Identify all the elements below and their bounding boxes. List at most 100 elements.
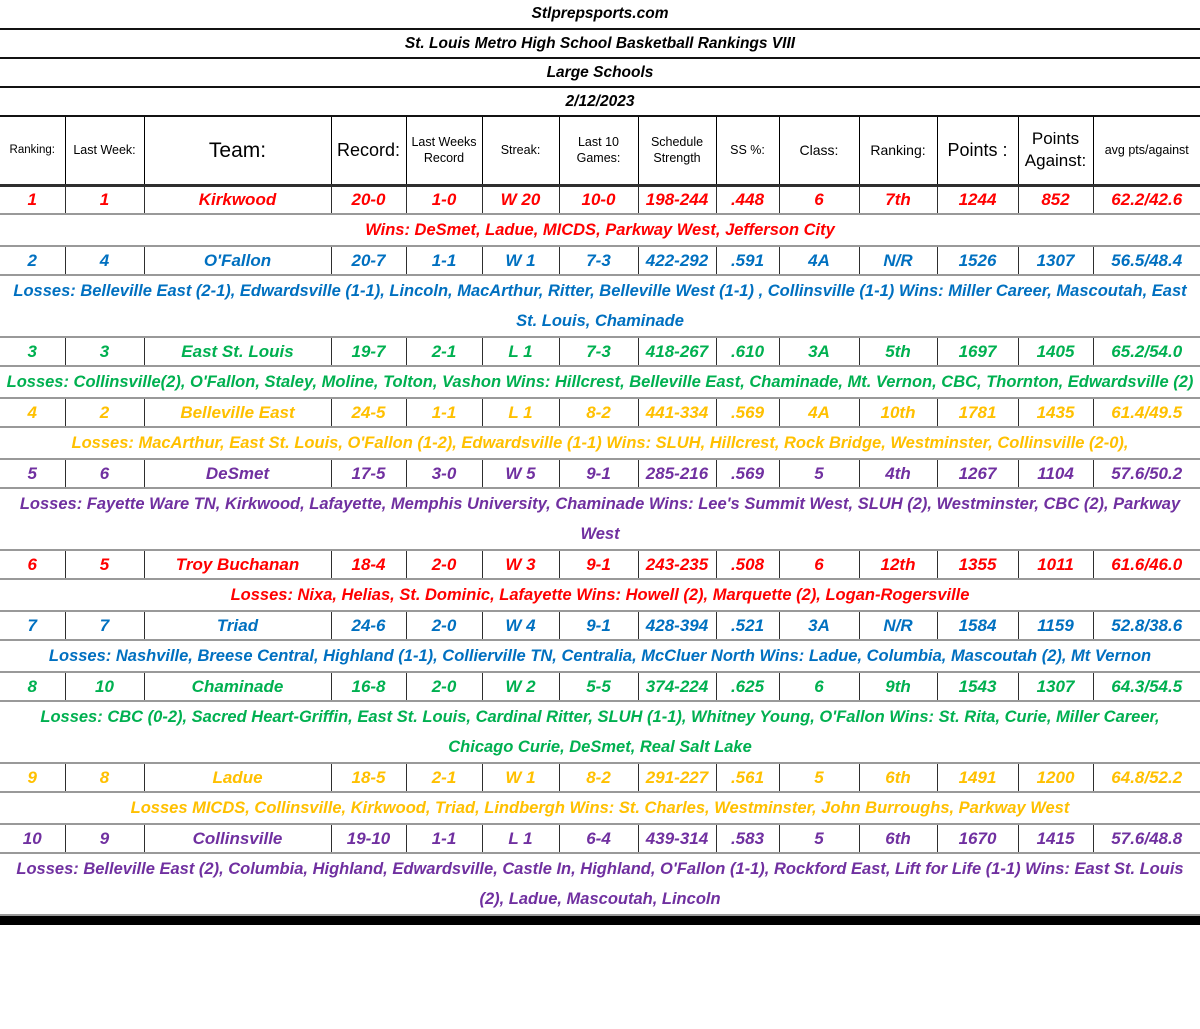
team-state-ranking-cell: 6th xyxy=(858,823,938,854)
team-last-week-cell: 7 xyxy=(64,610,145,641)
team-record-cell: 17-5 xyxy=(330,458,407,489)
page-title: St. Louis Metro High School Basketball R… xyxy=(0,29,1200,59)
team-state-ranking-cell: 4th xyxy=(858,458,938,489)
col-header-last-weeks-record: Last Weeks Record xyxy=(405,116,483,187)
team-rank-cell: 1 xyxy=(0,184,66,215)
team-note: Losses: Nashville, Breese Central, Highl… xyxy=(0,639,1200,673)
team-avg-cell: 56.5/48.4 xyxy=(1092,245,1200,276)
team-class-cell: 6 xyxy=(778,671,860,702)
team-avg-cell: 57.6/48.8 xyxy=(1092,823,1200,854)
team-points-against-cell: 1405 xyxy=(1017,336,1094,367)
team-streak-cell: L 1 xyxy=(481,823,560,854)
team-last-weeks-record-cell: 1-1 xyxy=(405,245,483,276)
col-header-ss-pct: SS %: xyxy=(715,116,780,187)
team-row: 3 3 East St. Louis 19-7 2-1 L 1 7-3 418-… xyxy=(0,336,1200,367)
team-record-cell: 19-7 xyxy=(330,336,407,367)
col-header-schedule-strength: Schedule Strength xyxy=(637,116,717,187)
team-avg-cell: 65.2/54.0 xyxy=(1092,336,1200,367)
team-name-cell: Chaminade xyxy=(143,671,332,702)
team-ss-pct-cell: .610 xyxy=(715,336,780,367)
team-state-ranking-cell: 10th xyxy=(858,397,938,428)
col-header-points-against: Points Against: xyxy=(1017,116,1094,187)
team-avg-cell: 61.4/49.5 xyxy=(1092,397,1200,428)
team-last-10-cell: 8-2 xyxy=(558,397,639,428)
team-avg-cell: 64.3/54.5 xyxy=(1092,671,1200,702)
column-header-row: Ranking: Last Week: Team: Record: Last W… xyxy=(0,116,1200,187)
team-rank-cell: 5 xyxy=(0,458,66,489)
team-ss-pct-cell: .625 xyxy=(715,671,780,702)
team-rank-cell: 4 xyxy=(0,397,66,428)
team-schedule-strength-cell: 374-224 xyxy=(637,671,717,702)
team-rank-cell: 3 xyxy=(0,336,66,367)
team-rank-cell: 6 xyxy=(0,549,66,580)
team-last-week-cell: 5 xyxy=(64,549,145,580)
team-name-cell: Belleville East xyxy=(143,397,332,428)
team-schedule-strength-cell: 418-267 xyxy=(637,336,717,367)
section-title: Large Schools xyxy=(0,58,1200,88)
team-last-week-cell: 8 xyxy=(64,762,145,793)
team-record-cell: 20-0 xyxy=(330,184,407,215)
team-rank-cell: 9 xyxy=(0,762,66,793)
team-points-cell: 1670 xyxy=(936,823,1019,854)
team-class-cell: 3A xyxy=(778,336,860,367)
team-last-weeks-record-cell: 3-0 xyxy=(405,458,483,489)
team-record-cell: 18-5 xyxy=(330,762,407,793)
team-class-cell: 3A xyxy=(778,610,860,641)
team-streak-cell: W 3 xyxy=(481,549,560,580)
team-last-week-cell: 2 xyxy=(64,397,145,428)
team-streak-cell: W 1 xyxy=(481,762,560,793)
team-streak-cell: W 1 xyxy=(481,245,560,276)
team-points-cell: 1267 xyxy=(936,458,1019,489)
team-points-cell: 1543 xyxy=(936,671,1019,702)
page-title-row: St. Louis Metro High School Basketball R… xyxy=(0,29,1200,59)
team-points-against-cell: 1104 xyxy=(1017,458,1094,489)
team-row: 1 1 Kirkwood 20-0 1-0 W 20 10-0 198-244 … xyxy=(0,184,1200,215)
team-last-weeks-record-cell: 1-1 xyxy=(405,397,483,428)
team-avg-cell: 52.8/38.6 xyxy=(1092,610,1200,641)
team-note-row: Losses: CBC (0-2), Sacred Heart-Griffin,… xyxy=(0,700,1200,764)
team-last-10-cell: 7-3 xyxy=(558,336,639,367)
team-name-cell: DeSmet xyxy=(143,458,332,489)
team-schedule-strength-cell: 243-235 xyxy=(637,549,717,580)
team-note-row: Losses MICDS, Collinsville, Kirkwood, Tr… xyxy=(0,791,1200,825)
team-ss-pct-cell: .569 xyxy=(715,397,780,428)
team-last-10-cell: 9-1 xyxy=(558,610,639,641)
team-record-cell: 16-8 xyxy=(330,671,407,702)
team-ss-pct-cell: .591 xyxy=(715,245,780,276)
team-name-cell: Ladue xyxy=(143,762,332,793)
team-note: Losses: Nixa, Helias, St. Dominic, Lafay… xyxy=(0,578,1200,612)
team-schedule-strength-cell: 439-314 xyxy=(637,823,717,854)
site-title: Stlprepsports.com xyxy=(0,0,1200,30)
team-last-weeks-record-cell: 2-0 xyxy=(405,610,483,641)
date-title: 2/12/2023 xyxy=(0,87,1200,117)
team-name-cell: Troy Buchanan xyxy=(143,549,332,580)
team-class-cell: 4A xyxy=(778,397,860,428)
team-streak-cell: L 1 xyxy=(481,397,560,428)
team-state-ranking-cell: 7th xyxy=(858,184,938,215)
team-streak-cell: W 20 xyxy=(481,184,560,215)
team-state-ranking-cell: N/R xyxy=(858,245,938,276)
team-schedule-strength-cell: 198-244 xyxy=(637,184,717,215)
team-note-row: Losses: Collinsville(2), O'Fallon, Stale… xyxy=(0,365,1200,399)
team-last-10-cell: 8-2 xyxy=(558,762,639,793)
team-last-weeks-record-cell: 2-1 xyxy=(405,336,483,367)
team-ss-pct-cell: .583 xyxy=(715,823,780,854)
team-state-ranking-cell: N/R xyxy=(858,610,938,641)
team-last-week-cell: 6 xyxy=(64,458,145,489)
team-record-cell: 18-4 xyxy=(330,549,407,580)
team-ss-pct-cell: .508 xyxy=(715,549,780,580)
col-header-record: Record: xyxy=(330,116,407,187)
team-streak-cell: L 1 xyxy=(481,336,560,367)
team-rank-cell: 2 xyxy=(0,245,66,276)
team-points-against-cell: 852 xyxy=(1017,184,1094,215)
rankings-table: Stlprepsports.com St. Louis Metro High S… xyxy=(0,0,1200,916)
col-header-team: Team: xyxy=(143,116,332,187)
team-schedule-strength-cell: 422-292 xyxy=(637,245,717,276)
team-points-cell: 1491 xyxy=(936,762,1019,793)
team-points-cell: 1244 xyxy=(936,184,1019,215)
team-class-cell: 5 xyxy=(778,823,860,854)
team-record-cell: 24-5 xyxy=(330,397,407,428)
team-note-row: Losses: Nixa, Helias, St. Dominic, Lafay… xyxy=(0,578,1200,612)
team-points-cell: 1697 xyxy=(936,336,1019,367)
team-name-cell: Triad xyxy=(143,610,332,641)
